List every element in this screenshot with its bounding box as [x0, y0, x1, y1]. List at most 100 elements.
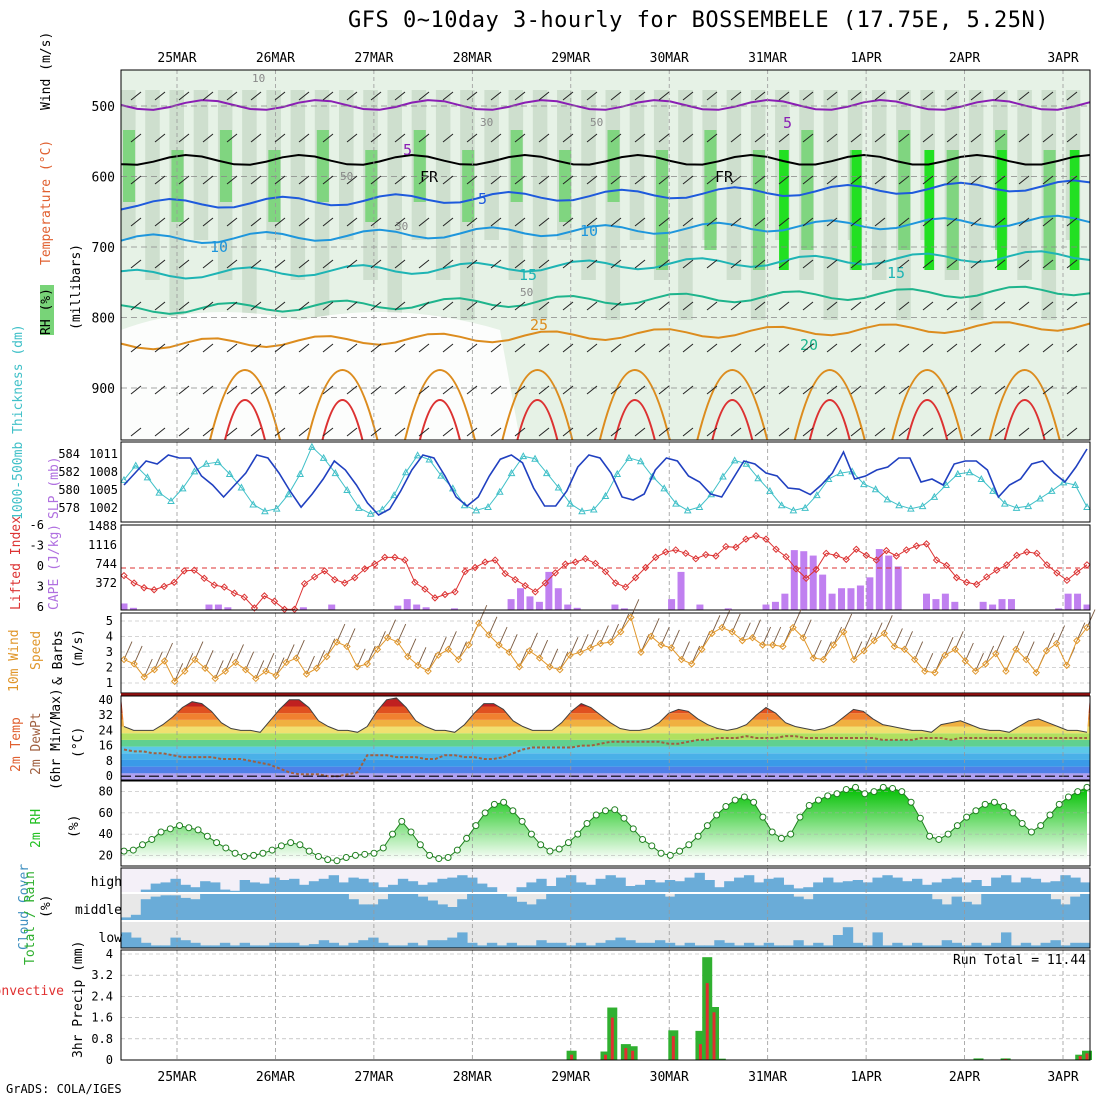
rh-shade-green — [801, 130, 814, 250]
rh-marker — [648, 842, 656, 850]
thickness-marker — [308, 442, 316, 450]
cloud-cover-bar — [625, 940, 636, 948]
cloud-cover-bar — [1020, 877, 1032, 892]
cloud-cover-bar — [921, 894, 933, 920]
thickness-marker — [355, 503, 363, 511]
wind-barb — [514, 343, 526, 353]
lifted-index-marker — [1013, 551, 1021, 560]
rh-marker — [500, 798, 508, 806]
cloud-cover-bar — [714, 894, 725, 920]
wind-speed-marker — [302, 670, 311, 678]
wind-speed-marker — [252, 674, 260, 683]
thickness-tick-label: 584 — [58, 447, 80, 461]
lifted-index-marker — [481, 558, 489, 566]
cloud-cover-bar — [981, 945, 992, 948]
wind-barb — [514, 259, 526, 269]
cloud-cover-bar — [783, 945, 794, 948]
wind-barb — [322, 343, 334, 353]
wind-speed-marker — [921, 667, 929, 675]
rh-shade-green — [219, 130, 233, 202]
thickness-marker — [683, 506, 692, 514]
cloud-cover-bar — [585, 884, 597, 892]
cloud-cover-bar — [516, 887, 527, 892]
wind-barb — [658, 217, 670, 227]
cloud-cover-bar — [318, 878, 330, 892]
cloud-cover-bar — [407, 881, 419, 892]
wind-speed-marker — [312, 664, 321, 672]
cloud-cover-bar — [338, 894, 349, 920]
cloud-cover-bar — [674, 894, 686, 920]
wind-barb — [202, 217, 214, 227]
rh-shade — [193, 90, 209, 240]
rh-marker — [861, 790, 869, 798]
cloud-cover-bar — [556, 894, 567, 920]
wind-barb — [874, 427, 886, 437]
lifted-index-marker — [340, 579, 349, 587]
wind-barb — [922, 343, 934, 353]
warm-contour — [501, 369, 574, 441]
surface-wind-barb — [235, 644, 244, 663]
thickness-marker — [390, 491, 398, 499]
surface-wind-barb — [812, 639, 822, 659]
thickness-marker — [589, 505, 598, 513]
wind-barb — [946, 91, 958, 101]
wind-speed-marker — [951, 645, 959, 654]
wind-barb — [1066, 427, 1078, 437]
wind-barb — [898, 91, 910, 101]
wind-barb — [754, 301, 766, 311]
panel-frame — [120, 867, 1091, 949]
cape-bar — [394, 605, 402, 610]
cloud-cover-bar — [546, 894, 557, 920]
surface-wind-barb — [275, 657, 285, 676]
cloud-cover-bar — [269, 942, 280, 948]
cape-bar — [856, 585, 864, 610]
cloud-cover-bar — [941, 904, 953, 920]
wind-speed-marker — [464, 641, 473, 649]
rh-marker — [963, 813, 971, 821]
surface-wind-barb — [630, 599, 640, 618]
cloud-cover-bar — [229, 894, 241, 920]
wind-barb — [394, 133, 406, 143]
cloud-cover-bar — [734, 877, 745, 892]
thickness-marker — [1024, 502, 1033, 510]
contour-label: 30 — [480, 116, 493, 129]
surface-wind-barb — [772, 626, 782, 646]
wind-barb — [610, 133, 622, 143]
surface-wind-barb — [184, 652, 194, 672]
wind-barb — [850, 175, 862, 185]
cloud-cover-bar — [298, 945, 310, 948]
rh-marker — [370, 849, 378, 857]
rh-marker — [1018, 820, 1026, 827]
wind-barb — [898, 259, 910, 269]
wind-barb — [370, 217, 382, 227]
wind-speed-marker — [1042, 647, 1051, 655]
isotherm-line — [120, 321, 1091, 351]
wind-speed-marker — [961, 657, 970, 665]
wind-barb — [250, 217, 262, 227]
lifted-index-marker — [591, 559, 600, 568]
wind-barb — [490, 175, 502, 185]
wind-barb — [922, 385, 934, 395]
rh-marker — [342, 854, 350, 861]
rh-shade — [242, 90, 257, 320]
cloud-cover-bar — [991, 942, 1002, 948]
wind-barb — [730, 343, 742, 353]
wind-barb — [898, 217, 910, 227]
cloud-cover-bar — [486, 887, 498, 892]
cape-bar — [403, 599, 411, 610]
cloud-cover-bar — [259, 883, 270, 892]
wind-barb — [874, 217, 886, 227]
cloud-cover-bar — [160, 895, 171, 920]
cloud-cover-bar — [902, 881, 913, 892]
cape-tick-label: 744 — [95, 557, 117, 571]
wind-barb — [658, 343, 670, 353]
cloud-cover-bar — [753, 882, 765, 892]
wind-barb — [658, 175, 670, 185]
wind-speed-marker — [880, 629, 888, 638]
cloud-cover-bar — [298, 894, 310, 920]
cape-bar — [564, 604, 572, 610]
cape-bar — [979, 601, 987, 610]
rh-marker — [166, 825, 174, 833]
lifted-index-marker — [952, 573, 961, 582]
pressure-tick-label: 500 — [92, 100, 115, 115]
